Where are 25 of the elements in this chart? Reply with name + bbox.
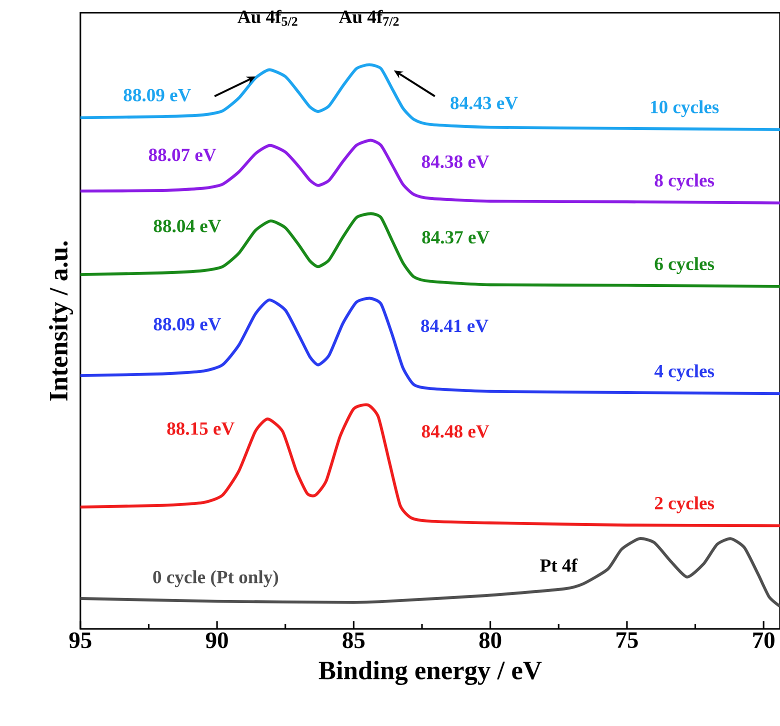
- x-tick-label: 95: [69, 632, 92, 648]
- series-label: 6 cycles: [654, 257, 714, 274]
- annotation: 88.04 eV: [154, 220, 222, 232]
- annotation: 88.15 eV: [167, 422, 234, 435]
- x-tick-label: 85: [342, 632, 365, 648]
- annotation: 88.09 eV: [124, 88, 192, 102]
- series-label: 10 cycles: [651, 100, 719, 118]
- series-label: 2 cycles: [654, 496, 714, 514]
- x-tick-label: 75: [616, 632, 638, 648]
- x-tick-label: 70: [753, 632, 774, 648]
- series-label: 8 cycles: [654, 174, 714, 190]
- annotation: 84.37 eV: [422, 230, 490, 244]
- y-axis-title: Intensity / a.u.: [49, 241, 74, 401]
- annotation: 84.48 eV: [422, 425, 490, 438]
- annotation: 84.41 eV: [421, 320, 488, 332]
- annotation: 88.09 eV: [154, 318, 222, 331]
- x-axis-title: Binding energy / eV: [318, 660, 542, 685]
- annotation: 84.38 eV: [422, 155, 490, 168]
- annotation: 88.07 eV: [148, 148, 216, 162]
- series-label: 0 cycle (Pt only): [153, 570, 278, 588]
- x-tick-label: 90: [206, 632, 228, 648]
- x-tick-label: 80: [479, 632, 502, 648]
- series-label: 4 cycles: [654, 364, 714, 382]
- annotation: Pt 4f: [540, 558, 578, 572]
- annotation: 84.43 eV: [450, 96, 518, 110]
